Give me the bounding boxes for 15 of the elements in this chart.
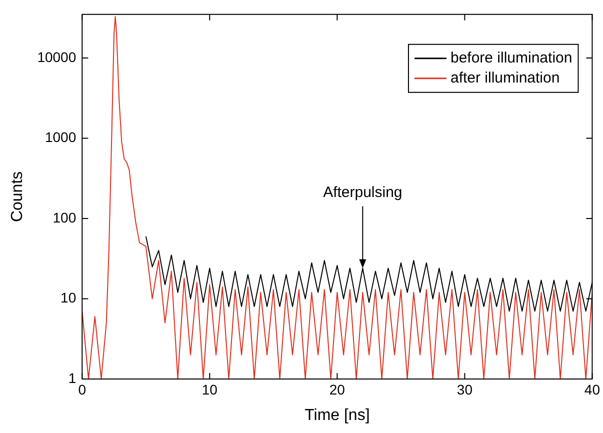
x-tick-label: 0 (78, 381, 86, 398)
x-tick-label: 10 (202, 381, 218, 398)
y-tick-label: 10 (60, 290, 76, 306)
y-tick-label: 1 (68, 370, 76, 386)
x-tick-label: 20 (329, 381, 346, 398)
y-tick-label: 1000 (44, 129, 76, 146)
annotation: Afterpulsing (323, 184, 402, 201)
legend-label: before illumination (450, 50, 572, 67)
x-axis-title: Time [ns] (304, 406, 370, 424)
legend-label: after illumination (450, 70, 560, 87)
y-axis-title: Counts (9, 171, 26, 222)
y-tick-label: 100 (52, 209, 76, 226)
y-tick-label: 10000 (37, 48, 76, 65)
x-tick-label: 30 (456, 381, 473, 398)
x-tick-label: 40 (584, 381, 600, 398)
